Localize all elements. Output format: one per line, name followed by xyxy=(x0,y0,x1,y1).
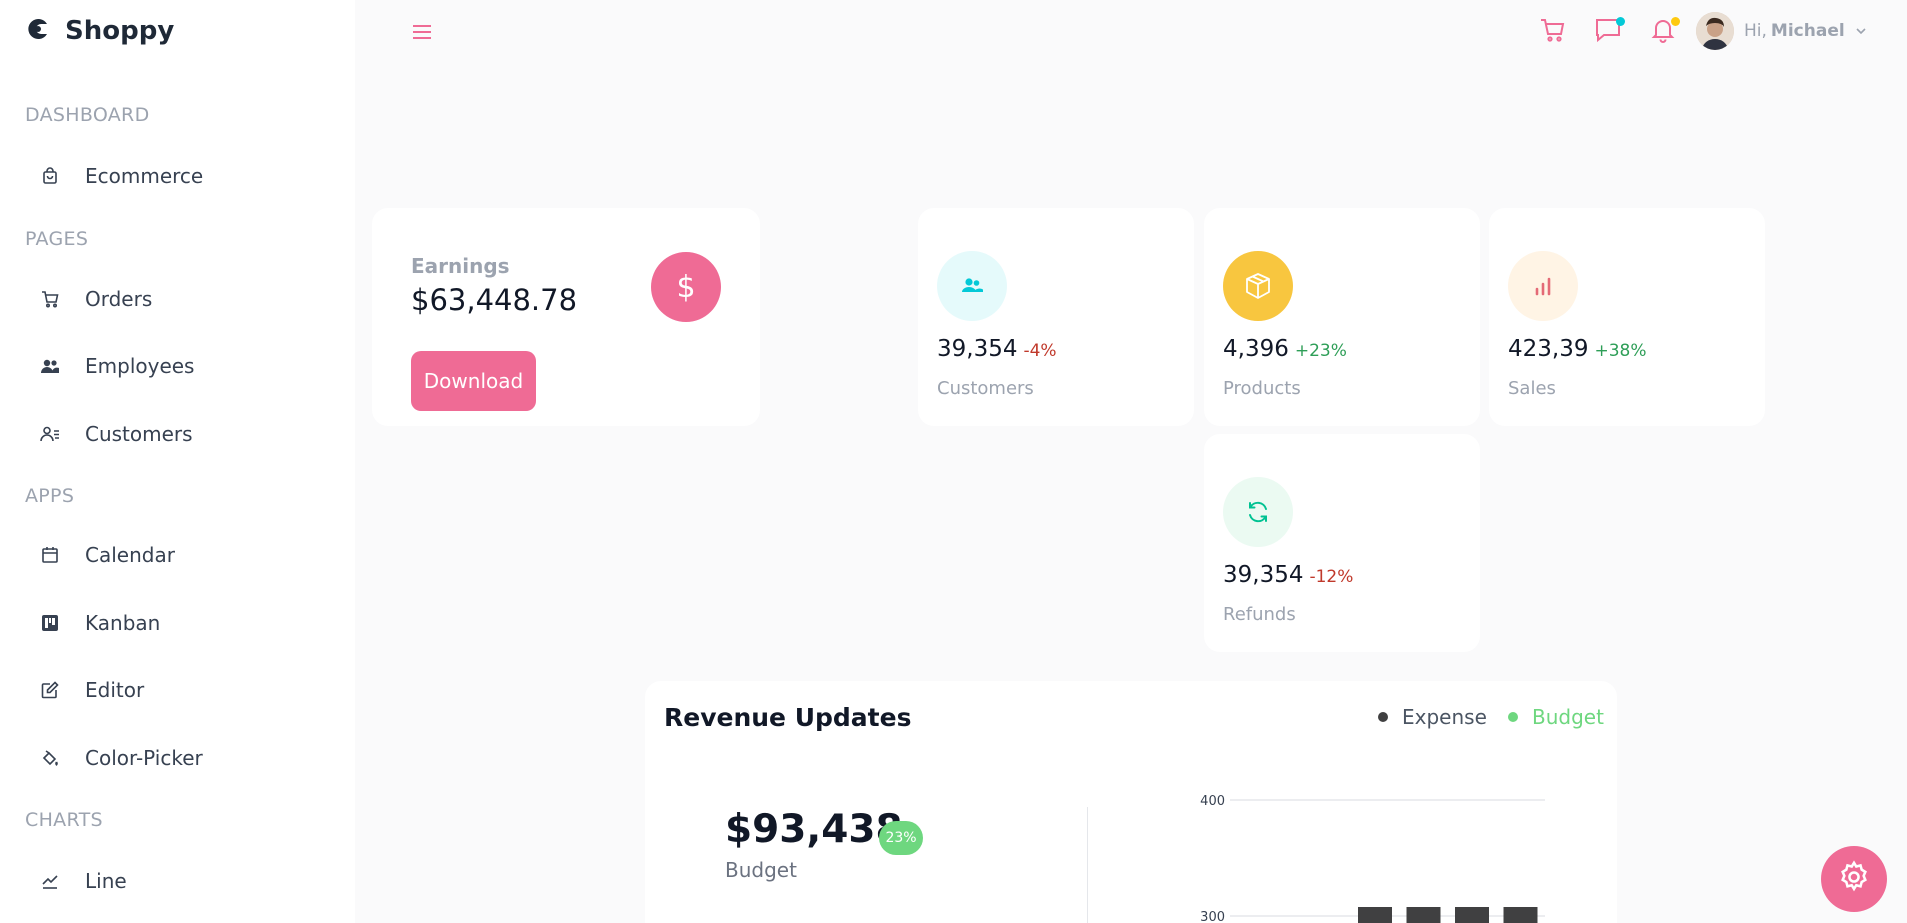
stat-percentage: -4% xyxy=(1023,341,1057,361)
sidebar-item-editor[interactable]: Editor xyxy=(40,670,144,710)
revenue-title: Revenue Updates xyxy=(664,703,912,732)
edit-icon xyxy=(40,680,60,700)
brand[interactable]: Shoppy xyxy=(25,16,174,46)
employees-icon xyxy=(40,356,60,376)
expense-bar[interactable] xyxy=(1406,907,1441,923)
paint-bucket-icon xyxy=(40,748,60,768)
greeting: Hi, xyxy=(1744,21,1767,41)
legend-dot xyxy=(1508,712,1518,722)
kanban-icon xyxy=(40,613,60,633)
stat-amount-line: 423,39 +38% xyxy=(1508,336,1647,362)
stat-percentage: -12% xyxy=(1309,567,1354,587)
stat-amount-line: 39,354 -12% xyxy=(1223,562,1353,588)
cart-icon xyxy=(1540,17,1566,47)
stat-amount-line: 4,396 +23% xyxy=(1223,336,1347,362)
stat-label: Customers xyxy=(937,378,1034,399)
stat-percentage: +38% xyxy=(1594,341,1647,361)
sidebar-item-label: Line xyxy=(85,869,127,893)
stat-amount: 423,39 xyxy=(1508,336,1589,362)
budget-label: Budget xyxy=(725,858,797,882)
download-button[interactable]: Download xyxy=(411,351,536,411)
refresh-icon[interactable] xyxy=(1223,477,1293,547)
sidebar-item-color-picker[interactable]: Color-Picker xyxy=(40,738,203,778)
chat-notification-dot xyxy=(1616,17,1625,26)
sidebar-item-kanban[interactable]: Kanban xyxy=(40,603,160,643)
legend-dot xyxy=(1378,712,1388,722)
hamburger-icon[interactable] xyxy=(410,20,434,44)
stat-label: Refunds xyxy=(1223,604,1296,625)
stat-card-products: 4,396 +23% Products xyxy=(1204,208,1480,426)
revenue-card: Revenue Updates Expense Budget $93,438 2… xyxy=(645,681,1617,923)
expense-bar[interactable] xyxy=(1358,907,1392,923)
stat-percentage: +23% xyxy=(1294,341,1347,361)
settings-button[interactable] xyxy=(1821,846,1887,912)
calendar-icon xyxy=(40,545,60,565)
legend-item-expense[interactable]: Expense xyxy=(1378,705,1487,729)
sidebar-item-employees[interactable]: Employees xyxy=(40,346,194,386)
cart-button[interactable] xyxy=(1537,16,1569,48)
sidebar-item-orders[interactable]: Orders xyxy=(40,279,152,319)
users-icon[interactable] xyxy=(937,251,1007,321)
chevron-down-icon xyxy=(1855,22,1867,41)
earnings-card: Earnings $63,448.78 $ Download xyxy=(372,208,760,426)
stat-card-sales: 423,39 +38% Sales xyxy=(1489,208,1765,426)
earnings-value: $63,448.78 xyxy=(411,283,578,317)
user-profile[interactable]: Hi, Michael xyxy=(1696,12,1867,50)
expense-bar[interactable] xyxy=(1455,907,1489,923)
shoppy-logo-icon xyxy=(25,16,51,46)
section-title-apps: APPS xyxy=(25,485,75,507)
y-tick-label: 300 xyxy=(1200,910,1225,923)
sidebar-item-label: Customers xyxy=(85,422,193,446)
sidebar-item-label: Orders xyxy=(85,287,153,311)
sidebar-item-label: Editor xyxy=(85,678,145,702)
sidebar-item-calendar[interactable]: Calendar xyxy=(40,535,175,575)
stat-card-refunds: 39,354 -12% Refunds xyxy=(1204,434,1480,652)
sidebar-item-label: Employees xyxy=(85,354,195,378)
sidebar-item-label: Kanban xyxy=(85,611,161,635)
sidebar-item-label: Calendar xyxy=(85,543,175,567)
bell-notification-dot xyxy=(1671,17,1680,26)
divider xyxy=(1087,807,1088,923)
sidebar-item-label: Ecommerce xyxy=(85,164,204,188)
stat-label: Products xyxy=(1223,378,1301,399)
stat-amount-line: 39,354 -4% xyxy=(937,336,1057,362)
avatar xyxy=(1696,12,1734,50)
dollar-icon[interactable]: $ xyxy=(651,252,721,322)
budget-value: $93,438 xyxy=(725,807,903,852)
bell-icon xyxy=(1650,17,1676,47)
sidebar-item-ecommerce[interactable]: Ecommerce xyxy=(40,156,203,196)
sidebar: Shoppy DASHBOARD Ecommerce PAGES Orders … xyxy=(0,0,355,923)
notification-button[interactable] xyxy=(1647,16,1680,48)
stat-amount: 39,354 xyxy=(1223,562,1304,588)
bar-chart-icon[interactable] xyxy=(1508,251,1578,321)
brand-name: Shoppy xyxy=(65,16,175,46)
revenue-chart: 400 300 xyxy=(1200,794,1545,923)
shopping-bag-icon xyxy=(40,166,60,186)
stat-amount: 39,354 xyxy=(937,336,1018,362)
cart-icon xyxy=(40,289,60,309)
stat-card-customers: 39,354 -4% Customers xyxy=(918,208,1194,426)
earnings-title: Earnings xyxy=(411,254,510,278)
section-title-dashboard: DASHBOARD xyxy=(25,104,150,126)
budget-badge[interactable]: 23% xyxy=(879,821,923,855)
sidebar-item-label: Color-Picker xyxy=(85,746,203,770)
expense-bar[interactable] xyxy=(1503,907,1538,923)
line-chart-icon xyxy=(40,871,60,891)
box-icon[interactable] xyxy=(1223,251,1293,321)
legend-label: Budget xyxy=(1532,705,1604,729)
user-name: Michael xyxy=(1770,21,1845,41)
legend-item-budget[interactable]: Budget xyxy=(1508,705,1604,729)
stat-label: Sales xyxy=(1508,378,1556,399)
stat-amount: 4,396 xyxy=(1223,336,1289,362)
sidebar-item-customers[interactable]: Customers xyxy=(40,414,193,454)
sidebar-item-line[interactable]: Line xyxy=(40,861,127,901)
gear-icon xyxy=(1837,860,1871,898)
section-title-charts: CHARTS xyxy=(25,809,103,831)
customers-icon xyxy=(40,424,60,444)
legend-label: Expense xyxy=(1402,705,1487,729)
section-title-pages: PAGES xyxy=(25,228,89,250)
y-tick-label: 400 xyxy=(1200,794,1225,809)
chat-button[interactable] xyxy=(1592,16,1625,48)
